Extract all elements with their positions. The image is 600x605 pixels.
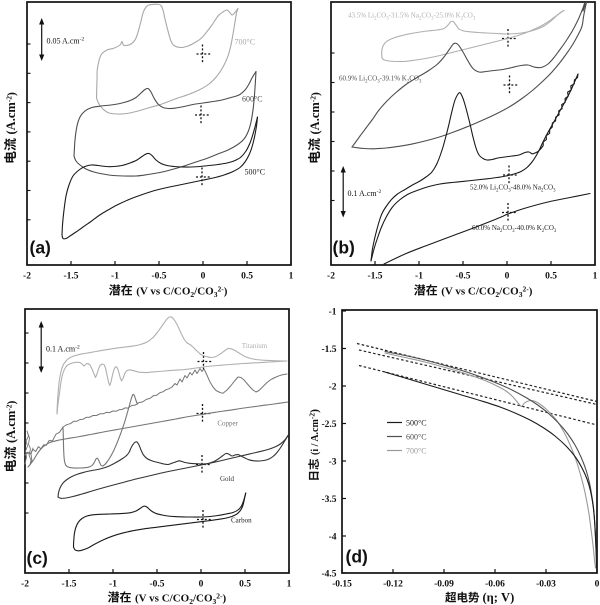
- svg-text:-0.12: -0.12: [383, 580, 403, 590]
- svg-text:0.1 A.cm-2: 0.1 A.cm-2: [348, 189, 382, 198]
- svg-text:(c): (c): [27, 548, 48, 568]
- svg-text:-4.5: -4.5: [321, 569, 336, 579]
- svg-text:Gold: Gold: [220, 475, 235, 483]
- svg-text:0.05 A.cm-2: 0.05 A.cm-2: [47, 37, 85, 46]
- svg-text:600°C: 600°C: [242, 95, 263, 104]
- svg-text:-4: -4: [329, 532, 337, 542]
- svg-text:600°C: 600°C: [406, 433, 427, 442]
- svg-text:60.0% Na2CO3-40.0% K2CO3: 60.0% Na2CO3-40.0% K2CO3: [472, 224, 557, 234]
- svg-text:(V vs C/CO2/CO32-): (V vs C/CO2/CO32-): [136, 284, 228, 299]
- svg-text:43.5% Li2CO3-31.5% Na2CO3-25.0: 43.5% Li2CO3-31.5% Na2CO3-25.0% K2CO3: [348, 12, 476, 22]
- svg-text:0: 0: [595, 580, 600, 590]
- svg-text:-1.5: -1.5: [61, 580, 76, 590]
- svg-text:1: 1: [289, 272, 294, 282]
- svg-text:(V vs C/CO2/CO32-): (V vs C/CO2/CO32-): [441, 284, 533, 299]
- svg-text:-1.5: -1.5: [367, 272, 382, 282]
- svg-text:(A.cm-2): (A.cm-2): [308, 92, 322, 135]
- svg-text:-2: -2: [327, 272, 335, 282]
- svg-text:60.9% Li2CO3-39.1% K2CO3: 60.9% Li2CO3-39.1% K2CO3: [339, 75, 422, 85]
- svg-text:-3: -3: [329, 457, 337, 467]
- svg-text:Copper: Copper: [217, 420, 238, 428]
- svg-text:-0.06: -0.06: [485, 580, 505, 590]
- svg-text:0: 0: [505, 272, 510, 282]
- svg-text:52.0% Li2CO3-48.0% Na2CO3: 52.0% Li2CO3-48.0% Na2CO3: [470, 184, 556, 194]
- svg-text:-1.5: -1.5: [63, 272, 78, 282]
- svg-text:-0.5: -0.5: [149, 580, 164, 590]
- svg-text:(A.cm-2): (A.cm-2): [4, 400, 18, 443]
- svg-text:-1: -1: [329, 307, 337, 317]
- svg-text:-1.5: -1.5: [321, 345, 336, 355]
- svg-text:-0.09: -0.09: [434, 580, 454, 590]
- svg-text:-0.15: -0.15: [332, 580, 352, 590]
- svg-text:-1: -1: [109, 580, 117, 590]
- svg-text:(i / A.cm-2): (i / A.cm-2): [308, 409, 322, 455]
- svg-text:0: 0: [201, 272, 206, 282]
- svg-text:-3.5: -3.5: [321, 495, 336, 505]
- svg-text:(η; V): (η; V): [483, 591, 515, 605]
- svg-text:(V vs C/CO2/CO32-): (V vs C/CO2/CO32-): [135, 591, 227, 605]
- svg-text:(d): (d): [346, 547, 368, 567]
- svg-text:1: 1: [287, 580, 292, 590]
- svg-text:-0.5: -0.5: [151, 272, 166, 282]
- svg-text:-0.5: -0.5: [455, 272, 470, 282]
- svg-text:700°C: 700°C: [235, 38, 256, 47]
- svg-text:700°C: 700°C: [406, 447, 427, 456]
- svg-text:(A.cm-2): (A.cm-2): [4, 92, 18, 135]
- svg-text:Carbon: Carbon: [231, 517, 252, 525]
- svg-text:-0.03: -0.03: [536, 580, 556, 590]
- svg-text:-2: -2: [329, 382, 337, 392]
- svg-text:(b): (b): [333, 238, 355, 258]
- svg-text:500°C: 500°C: [245, 168, 266, 177]
- svg-text:-2.5: -2.5: [321, 420, 336, 430]
- svg-text:Titanium: Titanium: [242, 342, 268, 350]
- svg-text:(a): (a): [30, 238, 51, 258]
- svg-text:500°C: 500°C: [406, 419, 427, 428]
- svg-text:0.5: 0.5: [241, 272, 253, 282]
- svg-text:-2: -2: [21, 580, 29, 590]
- svg-text:1: 1: [593, 272, 598, 282]
- svg-text:0: 0: [199, 580, 204, 590]
- svg-text:0.5: 0.5: [545, 272, 557, 282]
- svg-text:0.1 A.cm-2: 0.1 A.cm-2: [46, 345, 80, 354]
- svg-text:-1: -1: [111, 272, 119, 282]
- svg-text:0.5: 0.5: [239, 580, 251, 590]
- svg-text:-2: -2: [23, 272, 31, 282]
- svg-text:-1: -1: [415, 272, 423, 282]
